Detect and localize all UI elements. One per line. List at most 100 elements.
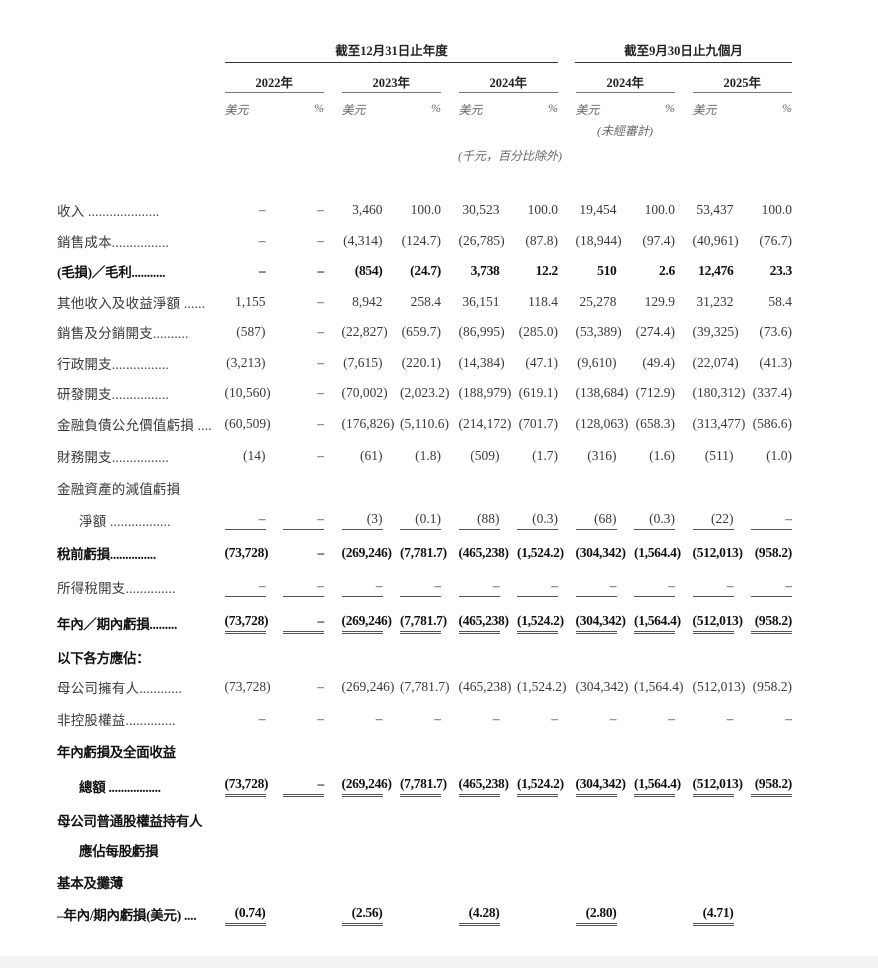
table-cell: (86,995) — [458, 324, 505, 340]
table-cell: (22,074) — [692, 354, 739, 370]
table-cell: (1.7) — [532, 447, 558, 463]
table-cell: 31,232 — [696, 293, 734, 309]
table-cell: (509) — [470, 447, 500, 463]
row-label: 應佔每股虧損 — [79, 844, 159, 860]
group-header-nine-months: 截至9月30日止九個月 — [624, 44, 743, 58]
table-cell: (0.74) — [224, 903, 266, 926]
table-cell: (9,610) — [577, 354, 617, 370]
table-cell: – — [492, 711, 500, 727]
table-cell: 8,942 — [352, 293, 383, 309]
table-cell: (3,213) — [226, 354, 266, 370]
table-row: 母公司擁有人............ (73,728) – (269,246) (7,7… — [57, 672, 792, 703]
table-cell: (88) — [458, 509, 500, 531]
table-cell — [283, 904, 324, 924]
unit-percent: % — [782, 101, 792, 115]
table-row: 應佔每股虧損 — [57, 835, 792, 866]
table-cell: (138,684) — [575, 385, 629, 401]
year-header: 2025年 — [723, 76, 761, 90]
table-cell: (26,785) — [458, 232, 505, 248]
table-cell: – — [317, 679, 324, 695]
table-cell: 100.0 — [527, 202, 558, 218]
table-cell: (1,524.2) — [517, 545, 564, 561]
table-cell: 53,437 — [696, 202, 734, 218]
table-cell: (512,013) — [692, 611, 743, 634]
table-cell: – — [317, 545, 325, 561]
table-cell: – — [317, 293, 324, 309]
row-label: 稅前虧損............... — [57, 547, 156, 563]
table-cell: – — [317, 354, 324, 370]
row-label: 金融資產的減值虧損 — [57, 481, 181, 497]
group-header-year: 截至12月31日止年度 — [335, 44, 448, 58]
table-cell: – — [609, 711, 617, 727]
table-cell: (465,238) — [458, 774, 509, 797]
table-cell: 36,151 — [462, 293, 500, 309]
table-cell: (2,023.2) — [400, 385, 450, 401]
table-cell: (7,781.7) — [400, 611, 447, 634]
table-cell: – — [258, 232, 266, 248]
table-cell: – — [317, 263, 325, 279]
table-cell: – — [317, 711, 324, 727]
table-cell: (274.4) — [635, 324, 675, 340]
table-cell: (1,564.4) — [634, 545, 681, 561]
row-label: 淨額 ................. — [79, 513, 171, 529]
table-cell: (269,246) — [341, 679, 395, 695]
unit-usd: 美元 — [458, 103, 483, 117]
table-cell: (712.9) — [635, 385, 675, 401]
table-cell: (337.4) — [752, 385, 792, 401]
table-cell: 1,155 — [235, 293, 266, 309]
table-cell: (41.3) — [759, 354, 792, 370]
table-cell: – — [317, 415, 324, 431]
row-label: 行政開支................ — [57, 356, 169, 372]
table-cell: (1.8) — [415, 447, 441, 463]
table-cell: (465,238) — [458, 679, 512, 695]
table-cell: – — [458, 576, 500, 598]
table-cell: (854) — [354, 263, 383, 279]
unit-usd: 美元 — [575, 103, 600, 117]
table-cell: (465,238) — [458, 611, 509, 634]
table-cell: (0.3) — [517, 509, 558, 531]
table-cell: (124.7) — [401, 232, 441, 248]
table-cell: 3,738 — [470, 263, 500, 279]
table-row: 研發開支................ (10,560) – (70,002) (2,… — [57, 378, 792, 409]
table-row: 稅前虧損............... (73,728) – (269,246) (7,… — [57, 537, 792, 571]
table-cell: (47.1) — [525, 354, 558, 370]
table-cell: (214,172) — [458, 415, 512, 431]
table-cell: (220.1) — [401, 354, 441, 370]
unaudited-note: (未經審計) — [597, 124, 653, 138]
unit-percent: % — [431, 101, 441, 115]
table-cell: 12.2 — [535, 263, 559, 279]
table-cell: – — [317, 385, 324, 401]
table-row: 金融資產的減值虧損 — [57, 473, 792, 504]
table-cell: (269,246) — [341, 611, 392, 634]
year-header: 2024年 — [606, 76, 644, 90]
table-cell: (14,384) — [458, 354, 505, 370]
table-cell: (40,961) — [692, 232, 739, 248]
table-cell: (587) — [236, 324, 266, 340]
table-cell: – — [785, 711, 792, 727]
table-cell: (5,110.6) — [400, 415, 449, 431]
table-cell: (10,560) — [224, 385, 271, 401]
table-cell: 100.0 — [761, 202, 792, 218]
table-cell: (511) — [704, 447, 734, 463]
table-cell: (1,524.2) — [517, 679, 567, 695]
table-cell: (180,312) — [692, 385, 746, 401]
table-cell: (304,342) — [575, 611, 626, 634]
table-row: 淨額 ................. – – (3) (0.1) (88) (0.3)(… — [57, 503, 792, 537]
table-cell: 30,523 — [462, 202, 500, 218]
table-cell: 510 — [597, 263, 617, 279]
table-cell: – — [258, 711, 266, 727]
table-cell: (269,246) — [341, 774, 392, 797]
row-label: –年內/期內虧損(美元) .... — [57, 908, 197, 924]
table-cell: (512,013) — [692, 679, 746, 695]
table-row: 銷售及分銷開支.......... (587) – (22,827) (659.7) (8… — [57, 317, 792, 348]
table-cell: (586.6) — [752, 415, 792, 431]
table-cell: – — [283, 611, 324, 634]
table-cell: (304,342) — [575, 774, 626, 797]
table-row: –年內/期內虧損(美元) .... (0.74) (2.56) (4.28) (2.80… — [57, 899, 792, 930]
table-cell: – — [224, 509, 266, 531]
table-cell: (658.3) — [635, 415, 675, 431]
row-label: 其他收入及收益淨額 ...... — [57, 295, 206, 311]
year-header: 2023年 — [372, 76, 410, 90]
table-cell: 258.4 — [410, 293, 441, 309]
row-label: 金融負債公允價值虧損 .... — [57, 417, 212, 433]
